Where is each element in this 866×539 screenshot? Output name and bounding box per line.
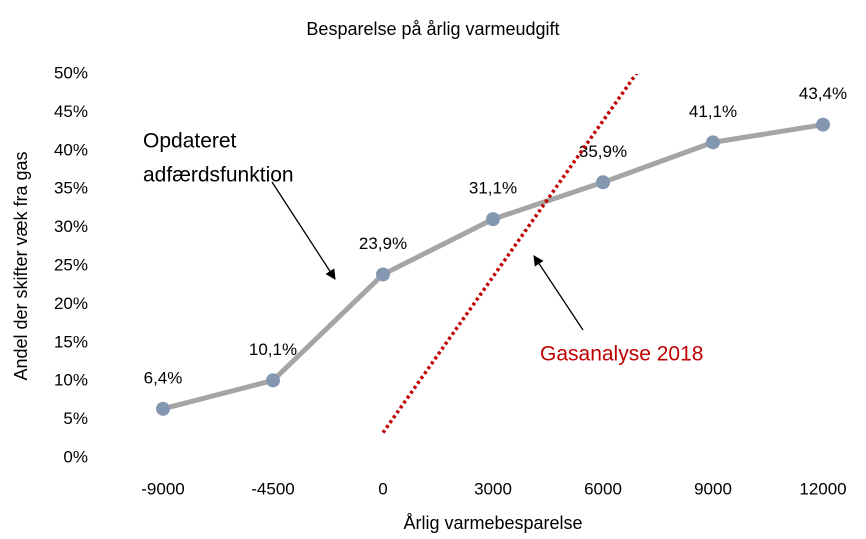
data-label: 35,9% [579, 142, 627, 161]
x-tick-label: 12000 [799, 479, 846, 498]
point [376, 267, 390, 282]
point [706, 135, 720, 150]
data-label: 23,9% [359, 234, 407, 253]
data-label: 6,4% [144, 368, 183, 387]
x-tick-label: 6000 [584, 479, 622, 498]
y-tick-label: 45% [54, 102, 88, 121]
y-tick-label: 40% [54, 140, 88, 159]
y-tick-label: 30% [54, 217, 88, 236]
point [266, 373, 280, 388]
point [156, 401, 170, 416]
y-tick-label: 25% [54, 255, 88, 274]
y-tick-label: 5% [63, 409, 88, 428]
chart-title: Besparelse på årlig varmeudgift [306, 19, 559, 39]
y-axis-title: Andel der skifter væk fra gas [11, 151, 31, 380]
x-tick-label: -9000 [141, 479, 184, 498]
x-tick-label: 0 [378, 479, 387, 498]
x-tick-label: -4500 [251, 479, 294, 498]
data-label: 43,4% [799, 84, 847, 103]
annotation-arrow [271, 181, 336, 280]
x-axis-title: Årlig varmebesparelse [403, 513, 582, 533]
annotation: adfærdsfunktion [143, 164, 294, 187]
y-tick-label: 10% [54, 371, 88, 390]
data-label: 31,1% [469, 179, 517, 198]
x-tick-label: 9000 [694, 479, 732, 498]
y-tick-label: 0% [63, 447, 88, 466]
y-tick-label: 35% [54, 179, 88, 198]
point [816, 117, 830, 132]
annotation-arrow [533, 255, 584, 331]
y-tick-label: 50% [54, 63, 88, 82]
series-line [381, 74, 639, 434]
y-tick-label: 15% [54, 332, 88, 351]
data-label: 10,1% [249, 340, 297, 359]
x-tick-label: 3000 [474, 479, 512, 498]
annotation: Opdateret [143, 130, 237, 153]
data-label: 41,1% [689, 102, 737, 121]
y-tick-label: 20% [54, 294, 88, 313]
annotation: Gasanalyse 2018 [540, 343, 703, 366]
point [486, 212, 500, 227]
point [596, 175, 610, 190]
